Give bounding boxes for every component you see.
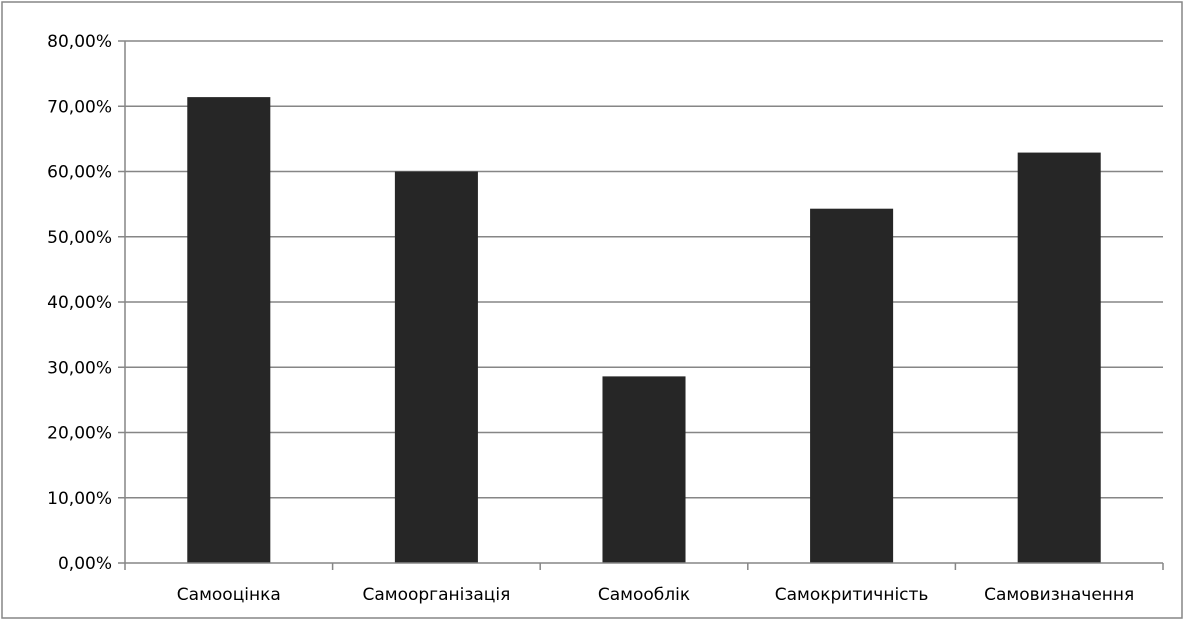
x-category-label: Самокритичність (775, 585, 929, 605)
x-category-labels: Самооцінка Самоорганізація Самооблік Самокр… (177, 585, 1134, 605)
y-tick-label: 70,00% (47, 97, 112, 117)
y-tick-label: 0,00% (58, 554, 112, 574)
x-category-label: Самовизначення (984, 585, 1134, 605)
x-category-label: Самооблік (598, 585, 690, 605)
y-tick-label: 10,00% (47, 489, 112, 509)
bar-3 (602, 376, 686, 563)
bar-2 (394, 171, 478, 563)
y-tick-label: 40,00% (47, 293, 112, 313)
y-tick-label: 60,00% (47, 163, 112, 183)
y-tick-labels: 0,00% 10,00% 20,00% 30,00% 40,00% 50,00% 60,00… (47, 32, 112, 574)
x-category-label: Самоорганізація (362, 585, 510, 605)
bar-1 (187, 97, 271, 564)
y-tick-label: 50,00% (47, 228, 112, 248)
x-category-label: Самооцінка (177, 585, 281, 605)
bars (187, 97, 1101, 564)
bar-5 (1017, 152, 1101, 563)
bar-4 (810, 208, 894, 563)
axes (118, 40, 1164, 570)
y-tick-label: 80,00% (47, 32, 112, 52)
y-tick-label: 20,00% (47, 424, 112, 444)
y-tick-label: 30,00% (47, 358, 112, 378)
gridlines (125, 40, 1163, 499)
